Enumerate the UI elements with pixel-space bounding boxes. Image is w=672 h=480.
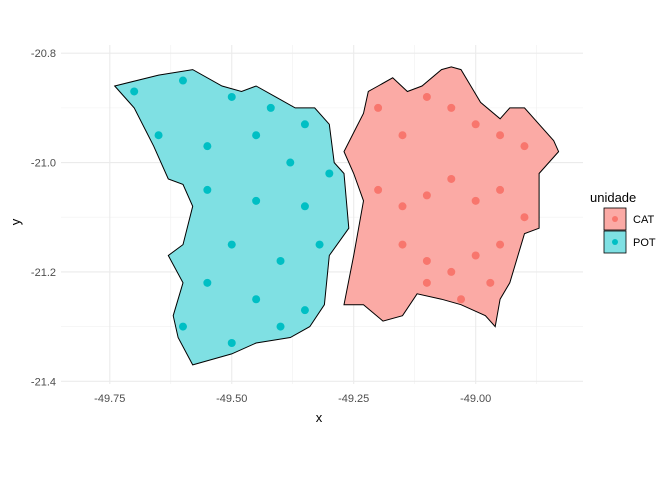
point-cat xyxy=(471,196,480,205)
point-pot xyxy=(203,142,212,151)
points xyxy=(130,76,529,347)
point-cat xyxy=(457,295,466,304)
point-cat xyxy=(496,131,505,140)
y-axis-title: y xyxy=(8,218,23,225)
x-tick-label: -49.50 xyxy=(216,393,247,405)
point-cat xyxy=(496,185,505,194)
y-tick-label: -20.8 xyxy=(31,48,56,60)
point-cat xyxy=(422,191,431,200)
legend-label-cat: CAT xyxy=(633,214,654,226)
point-cat xyxy=(374,103,383,112)
point-cat xyxy=(447,103,456,112)
point-pot xyxy=(300,306,309,315)
y-tick-labels: -20.8 -21.0 -21.2 -21.4 xyxy=(31,48,56,388)
point-pot xyxy=(276,256,285,265)
point-pot xyxy=(300,120,309,129)
point-cat xyxy=(520,142,529,151)
point-pot xyxy=(276,322,285,331)
point-cat xyxy=(496,240,505,249)
x-tick-label: -49.00 xyxy=(460,393,491,405)
point-cat xyxy=(447,174,456,183)
point-cat xyxy=(398,131,407,140)
point-pot xyxy=(286,158,295,167)
point-cat xyxy=(398,202,407,211)
point-pot xyxy=(227,240,236,249)
point-cat xyxy=(398,240,407,249)
point-cat xyxy=(486,278,495,287)
region-cat xyxy=(343,66,560,328)
point-pot xyxy=(227,338,236,347)
point-pot xyxy=(252,196,261,205)
y-tick-label: -21.0 xyxy=(31,158,56,170)
x-tick-label: -49.75 xyxy=(94,393,125,405)
y-tick-label: -21.4 xyxy=(31,376,56,388)
point-pot xyxy=(203,278,212,287)
point-pot xyxy=(178,76,187,85)
x-axis-title: x xyxy=(316,410,323,425)
point-pot xyxy=(154,131,163,140)
point-pot xyxy=(178,322,187,331)
legend-point-pot xyxy=(612,239,618,245)
point-pot xyxy=(227,92,236,101)
y-tick-label: -21.2 xyxy=(31,267,56,279)
regions xyxy=(113,66,560,366)
point-cat xyxy=(422,92,431,101)
point-pot xyxy=(252,295,261,304)
point-pot xyxy=(325,169,334,178)
point-cat xyxy=(471,120,480,129)
point-cat xyxy=(471,251,480,260)
point-pot xyxy=(203,185,212,194)
point-cat xyxy=(520,213,529,222)
legend-entries: CAT POT xyxy=(603,207,656,254)
point-pot xyxy=(300,202,309,211)
point-pot xyxy=(266,103,275,112)
legend-label-pot: POT xyxy=(633,237,656,249)
x-tick-label: -49.25 xyxy=(338,393,369,405)
region-pot xyxy=(113,69,350,366)
x-tick-labels: -49.75 -49.50 -49.25 -49.00 xyxy=(94,393,491,405)
point-cat xyxy=(422,278,431,287)
point-cat xyxy=(374,185,383,194)
point-pot xyxy=(252,131,261,140)
point-cat xyxy=(447,267,456,276)
point-pot xyxy=(315,240,324,249)
legend: unidade CAT POT xyxy=(590,190,656,254)
legend-title: unidade xyxy=(590,190,636,205)
legend-point-cat xyxy=(612,216,618,222)
point-pot xyxy=(130,87,139,96)
point-cat xyxy=(422,256,431,265)
